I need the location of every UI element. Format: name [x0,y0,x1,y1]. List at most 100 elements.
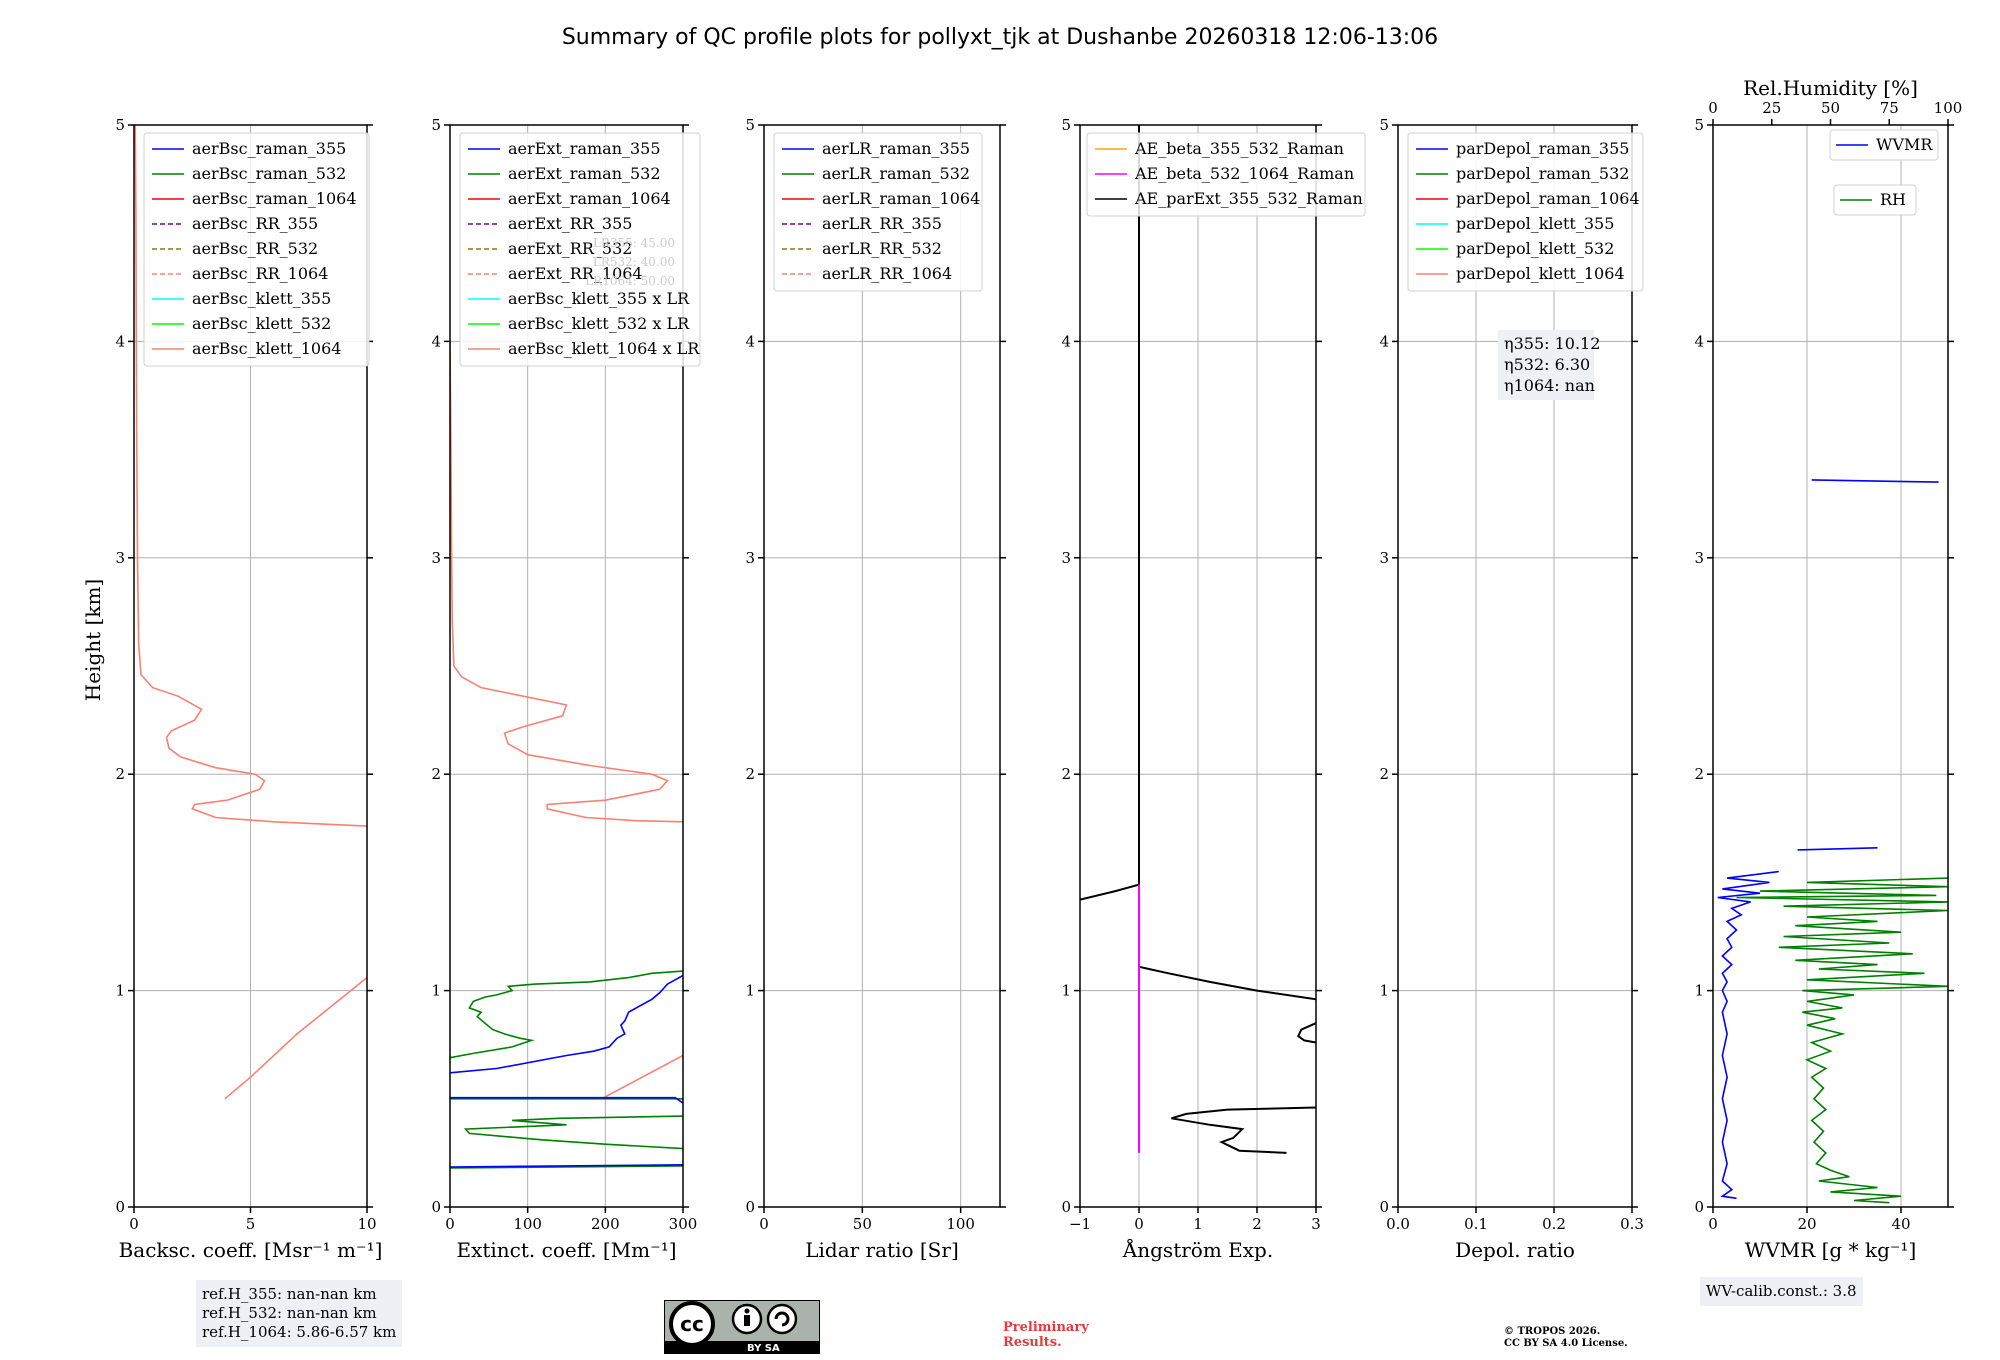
y-tick-label: 5 [1379,116,1389,134]
eta-box [1498,330,1594,400]
series-line [450,341,683,823]
y-tick-label: 5 [1061,116,1071,134]
legend-entry: aerBsc_klett_355 [192,289,331,308]
x-tick-label: 0 [759,1215,769,1233]
x-axis-label: WVMR [g * kg⁻¹] [1745,1238,1917,1262]
x-axis-label: Backsc. coeff. [Msr⁻¹ m⁻¹] [119,1238,383,1262]
x-tick-label: 0.2 [1542,1215,1566,1233]
axes-frame [449,124,684,1208]
legend-entry: aerBsc_klett_355 x LR [508,289,690,308]
legend-entry: aerLR_raman_532 [822,164,970,183]
series-line [450,1165,683,1169]
legend-box [1833,184,1917,216]
figure-title: Summary of QC profile plots for pollyxt_… [562,25,1438,50]
y-tick-label: 4 [745,332,755,350]
ref-heights-box: ref.H_355: nan-nan km ref.H_532: nan-nan… [196,1280,403,1347]
preliminary-note: Preliminary Results. [1003,1320,1089,1350]
series-line [450,1164,683,1168]
axes-frame [763,124,1001,1208]
legend-entry: aerLR_raman_355 [822,139,970,158]
ref-height-355: ref.H_355: nan-nan km [202,1285,377,1303]
y-tick-label: 2 [115,765,125,783]
top-x-tick-label: 0 [1708,99,1718,117]
y-tick-label: 4 [1061,332,1071,350]
y-tick-label: 1 [1694,982,1704,1000]
y-tick-label: 1 [115,982,125,1000]
panel-1: 0 1 2 3 4 5 0 5 10 Backsc. coeff. [Msr⁻¹ m⁻¹] aerB… [115,116,382,1262]
series-line [1811,479,1939,483]
lr-label: LR1064: 50.00 [585,274,675,288]
x-tick-label: 3 [1311,1215,1321,1233]
preliminary-line-2: Results. [1003,1335,1062,1350]
x-tick-label: 10 [357,1215,376,1233]
x-tick-label: 0.3 [1620,1215,1644,1233]
series-line [1080,883,1140,901]
x-tick-label: 20 [1797,1215,1816,1233]
y-tick-label: 1 [745,982,755,1000]
series-line [1138,965,1316,1001]
x-tick-label: 0.0 [1386,1215,1410,1233]
y-tick-label: 3 [431,549,441,567]
eta-label: η1064: nan [1504,376,1595,395]
copyright-line-1: © TROPOS 2026. [1504,1326,1601,1337]
eta-label: η532: 6.30 [1504,355,1590,374]
panel-5: 0 1 2 3 4 5 0.0 0.1 0.2 0.3 Depol. ratio parDepol_r… [1379,116,1643,1262]
legend-entry: aerLR_RR_355 [822,214,942,233]
y-tick-label: 5 [1694,116,1704,134]
legend-entry: aerBsc_klett_1064 [192,339,341,358]
y-tick-label: 2 [745,765,755,783]
legend-entry: aerBsc_klett_532 [192,314,331,333]
legend-box [1086,132,1366,217]
legend-entry: AE_parExt_355_532_Raman [1134,189,1363,208]
x-tick-label: 100 [513,1215,542,1233]
legend-entry: parDepol_raman_532 [1456,164,1629,183]
axes-frame [1712,124,1949,1208]
legend-entry: aerLR_RR_1064 [822,264,952,283]
x-axis-label: Depol. ratio [1455,1238,1575,1262]
series-group [134,125,367,1100]
y-tick-label: 0 [745,1198,755,1216]
legend-entry: aerBsc_raman_355 [192,139,346,158]
x-axis-label: Lidar ratio [Sr] [805,1238,959,1262]
legend-entry: parDepol_klett_355 [1456,214,1614,233]
x-tick-label: 300 [669,1215,698,1233]
legend-entry: AE_beta_355_532_Raman [1134,139,1344,158]
y-tick-label: 2 [431,765,441,783]
x-tick-label: 0 [1134,1215,1144,1233]
legend-entry: aerExt_RR_532 [508,239,632,258]
y-tick-label: 5 [431,116,441,134]
top-x-tick-label: 50 [1821,99,1840,117]
y-tick-label: 2 [1379,765,1389,783]
legend-entry: aerLR_raman_1064 [822,189,980,208]
y-tick-label: 4 [431,332,441,350]
preliminary-line-1: Preliminary [1003,1320,1089,1335]
y-tick-label: 1 [1061,982,1071,1000]
legend-entry: aerBsc_RR_1064 [192,264,328,283]
copyright-line-2: CC BY SA 4.0 License. [1504,1338,1628,1349]
eta-label: η355: 10.12 [1504,334,1600,353]
y-tick-label: 4 [1379,332,1389,350]
series-line [601,1054,683,1100]
x-axis-label: Ångström Exp. [1122,1237,1273,1262]
legend-entry: aerExt_RR_355 [508,214,632,233]
series-group [1717,479,1948,1204]
y-tick-label: 4 [1694,332,1704,350]
series-group [1080,125,1316,1154]
legend-entry: WVMR [1876,135,1933,154]
legend-box [143,132,370,367]
lr-label: LR532: 40.00 [593,255,675,269]
series-line [1717,870,1779,1200]
legend-entry: aerExt_RR_1064 [508,264,643,283]
panel-2: 0 1 2 3 4 5 0 100 200 300 Extinct. coeff. [Mm⁻¹] ae… [431,116,701,1262]
legend-entry: parDepol_raman_1064 [1456,189,1640,208]
series-line [1171,1106,1316,1154]
ref-height-532: ref.H_532: nan-nan km [202,1304,377,1322]
legend-entry: parDepol_klett_1064 [1456,264,1625,283]
y-tick-label: 2 [1061,765,1071,783]
top-x-tick-label: 100 [1934,99,1963,117]
series-line [450,1096,683,1104]
top-x-tick-label: 75 [1880,99,1899,117]
series-line [463,1115,683,1150]
